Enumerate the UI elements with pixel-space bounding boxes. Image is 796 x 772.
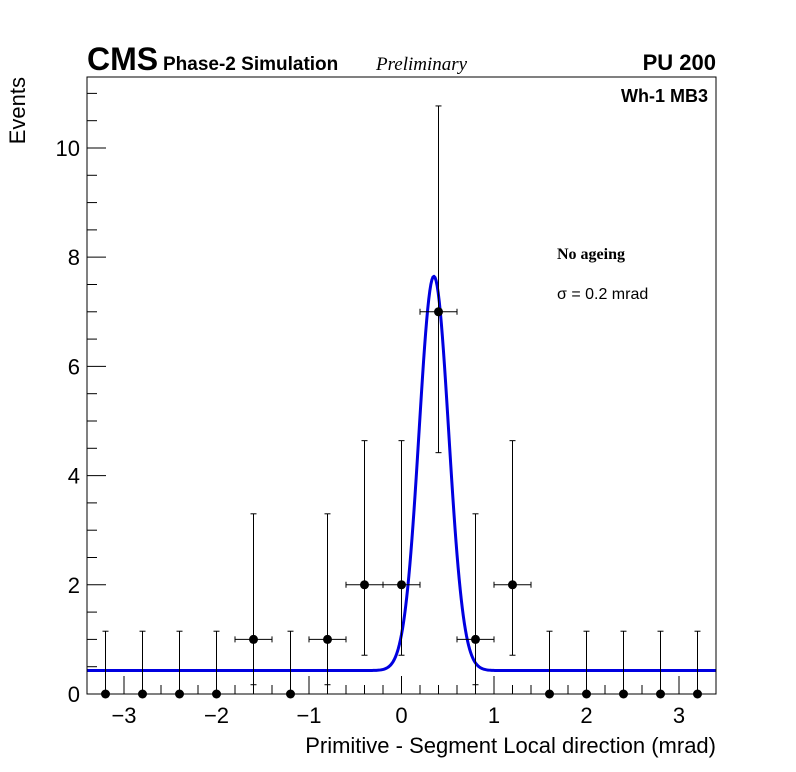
data-point <box>471 634 480 644</box>
data-point <box>249 634 258 644</box>
y-tick-label: 0 <box>68 682 80 707</box>
pileup-label: PU 200 <box>643 50 716 75</box>
x-tick-label: −1 <box>296 703 321 728</box>
x-axis: −3 −2 −1 0 1 2 3 <box>86 676 717 728</box>
data-point <box>434 307 443 317</box>
x-tick-label: −3 <box>111 703 136 728</box>
subtitle-label: Phase-2 Simulation <box>163 54 338 75</box>
data-point <box>323 634 332 644</box>
y-tick-label: 4 <box>68 464 80 489</box>
x-tick-label: −2 <box>204 703 229 728</box>
x-tick-label: 3 <box>673 703 685 728</box>
x-tick-label: 0 <box>395 703 407 728</box>
x-tick-label: 2 <box>580 703 592 728</box>
y-axis-title: Events <box>5 77 30 144</box>
status-label: Preliminary <box>375 54 468 75</box>
data-point <box>397 580 406 590</box>
station-label: Wh-1 MB3 <box>621 86 708 106</box>
data-layer <box>101 105 702 699</box>
data-point <box>508 580 517 590</box>
y-tick-label: 2 <box>68 573 80 598</box>
x-tick-label: 1 <box>488 703 500 728</box>
y-tick-label: 6 <box>68 354 80 379</box>
data-point <box>360 580 369 590</box>
ageing-annotation: No ageing <box>557 246 625 263</box>
sigma-annotation: σ = 0.2 mrad <box>557 286 648 303</box>
x-axis-title: Primitive - Segment Local direction (mra… <box>305 733 716 758</box>
y-tick-label: 8 <box>68 245 80 270</box>
experiment-label: CMS <box>87 41 158 77</box>
y-axis: 0 2 4 6 8 10 <box>56 92 106 707</box>
y-tick-label: 10 <box>56 136 80 161</box>
